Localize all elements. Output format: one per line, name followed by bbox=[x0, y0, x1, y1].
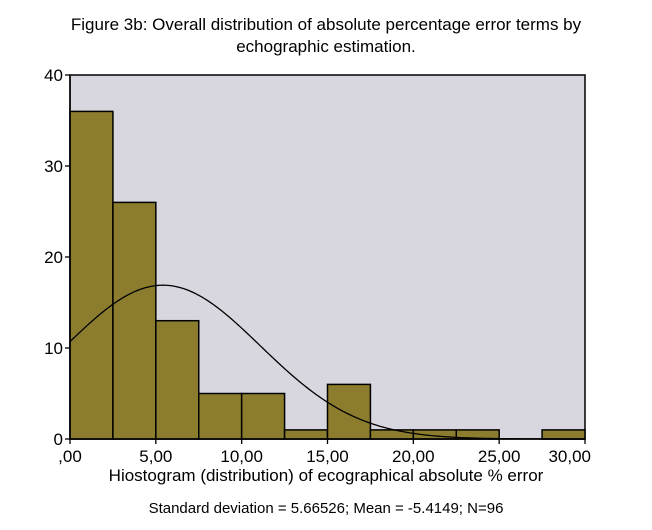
chart-footnote: Standard deviation = 5.66526; Mean = -5.… bbox=[148, 500, 504, 517]
y-tick-label: 10 bbox=[44, 339, 63, 358]
x-tick-label: 10,00 bbox=[220, 447, 263, 466]
x-ticks: ,00 5,00 10,00 15,00 20,00 25,00 30,00 bbox=[58, 439, 591, 466]
histogram-bar bbox=[369, 429, 415, 440]
histogram-bar bbox=[240, 392, 286, 440]
x-tick-label: 30,00 bbox=[548, 447, 591, 466]
x-axis-label: Hiostogram (distribution) of ecographica… bbox=[108, 466, 544, 485]
histogram-bar bbox=[541, 429, 586, 440]
y-tick-label: 0 bbox=[54, 430, 63, 449]
histogram-bar bbox=[198, 392, 243, 440]
histogram-bar bbox=[283, 429, 329, 440]
histogram-bar bbox=[155, 319, 200, 440]
bars-group bbox=[69, 110, 586, 440]
histogram-bar bbox=[112, 201, 157, 440]
chart-subtitle: echographic estimation. bbox=[236, 37, 416, 56]
x-tick-label: 25,00 bbox=[478, 447, 521, 466]
histogram-bar bbox=[69, 110, 114, 440]
x-tick-label: ,00 bbox=[58, 447, 82, 466]
y-ticks: 0 10 20 30 40 bbox=[44, 66, 70, 449]
histogram-bar bbox=[326, 383, 372, 440]
y-tick-label: 20 bbox=[44, 248, 63, 267]
x-tick-label: 20,00 bbox=[392, 447, 435, 466]
x-tick-label: 15,00 bbox=[306, 447, 349, 466]
x-tick-label: 5,00 bbox=[139, 447, 172, 466]
chart-title: Figure 3b: Overall distribution of absol… bbox=[70, 15, 582, 34]
y-tick-label: 40 bbox=[44, 66, 63, 85]
y-tick-label: 30 bbox=[44, 157, 63, 176]
